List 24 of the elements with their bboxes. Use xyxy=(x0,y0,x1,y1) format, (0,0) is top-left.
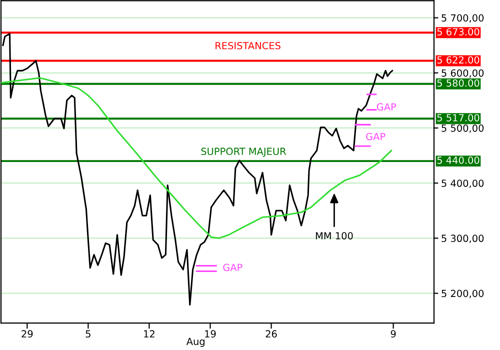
y-tick-label: 5 700,00 xyxy=(442,14,484,23)
annotation: MM 100 xyxy=(316,232,353,240)
x-tick-label: 29 xyxy=(22,330,33,338)
annotation: GAP xyxy=(223,264,242,272)
y-tick-label: 5 600,00 xyxy=(442,69,484,78)
annotation: GAP xyxy=(376,103,396,111)
annotation: GAP xyxy=(366,132,386,140)
y-tick-label: 5 300,00 xyxy=(442,234,484,244)
annotation: SUPPORT MAJEUR xyxy=(201,148,286,157)
annotation: RESISTANCES xyxy=(216,42,280,50)
ref-line-label: 5 673.00 xyxy=(437,28,480,36)
x-tick-label: 19 xyxy=(205,330,216,338)
x-tick-label: 5 xyxy=(86,330,90,338)
y-tick-label: 5 200,00 xyxy=(442,290,484,298)
ref-line-label: 5 622.00 xyxy=(437,56,480,64)
ref-line-label: 5 580.00 xyxy=(437,79,480,87)
ref-line-label: 5 440.00 xyxy=(437,156,480,164)
y-tick-label: 5 400,00 xyxy=(442,180,484,188)
y-tick-label: 5 500,00 xyxy=(442,124,484,133)
x-tick-label: 26 xyxy=(266,330,277,338)
x-tick-label: 12 xyxy=(144,330,154,338)
x-axis-title: Aug xyxy=(186,338,204,347)
x-tick-label: 9 xyxy=(390,330,396,338)
ref-line-label: 5 517.00 xyxy=(437,114,480,122)
